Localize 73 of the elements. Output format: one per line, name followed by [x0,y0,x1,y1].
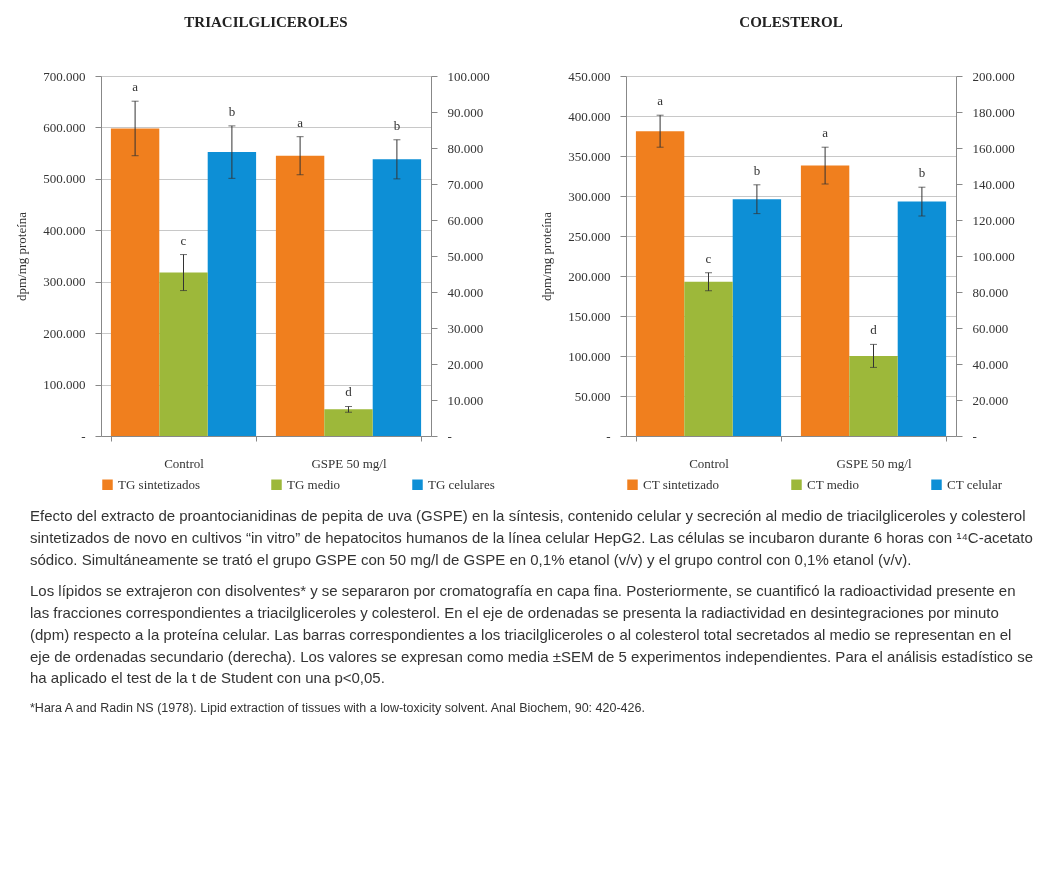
legend-label: CT medio [807,476,860,492]
legend-label: TG medio [287,476,341,492]
data-label: c [180,232,187,248]
data-label: b [918,165,926,181]
legend-label: TG celulares [428,476,495,492]
data-label: b [753,162,761,178]
y-tick-label: 300.000 [568,188,611,204]
y-tick-label: 100.000 [568,348,611,364]
data-label: a [822,125,829,141]
chart-title: COLESTEROL [739,14,843,30]
y-axis-title: dpm/mg proteína [14,211,30,302]
data-label: d [345,384,353,400]
text: *Hara A and Radin NS (1978). Lipid extraction of tissues with a low-toxicity solvent. Anal Biochem, 90: 420-426. [30,700,646,717]
y-tick-label: 400.000 [43,222,86,238]
y2-tick-label: 140.000 [972,176,1015,192]
data-label: b [393,117,401,133]
y-tick-label: 50.000 [574,388,611,404]
data-label: a [132,79,139,95]
y2-tick-label: 60.000 [972,320,1009,336]
y-tick-label: 150.000 [568,308,611,324]
y-axis-title: dpm/mg proteína [539,211,555,302]
y2-tick-label: 50.000 [447,248,484,264]
x-tick-label: Control [689,455,730,471]
y2-tick-label: - [972,428,977,444]
legend-label: TG sintetizados [118,476,200,492]
y2-tick-label: 200.000 [972,68,1015,84]
y2-tick-label: 60.000 [447,212,484,228]
chart-title: TRIACILGLICEROLES [184,14,348,30]
y-tick-label: - [606,428,611,444]
y2-tick-label: 160.000 [972,140,1015,156]
data-label: a [657,93,664,109]
y-tick-label: 200.000 [43,325,86,341]
y-tick-label: 400.000 [568,108,611,124]
y-tick-label: 350.000 [568,148,611,164]
y-tick-label: 600.000 [43,119,86,135]
text: Los lípidos se extrajeron con disolventes* y se separaron por cromatografía en capa fina. Posteriormente, se cuantificó la radioactividad presente en las fracciones correspondientes a triacilgliceroles y colesterol. En el eje de ordenadas se presenta la radiactividad en desintegraciones por minuto (dpm) respecto a la proteína celular. Las barras correspondientes a los triacilgliceroles o al colesterol total secretados al medio se representan en el eje de ordenadas secundario (derecha). Los valores se expresan como media ±SEM de 5 experimentos independientes. Para el análisis estadístico se ha aplicado el test de la t de Student con una p<0,05. [30,581,1033,689]
y2-tick-label: 120.000 [972,212,1015,228]
y2-tick-label: - [447,428,452,444]
y2-tick-label: 180.000 [972,104,1015,120]
y-tick-label: - [81,428,86,444]
y2-tick-label: 40.000 [447,284,484,300]
y-tick-label: 100.000 [43,377,86,393]
data-label: a [297,114,304,130]
text: Efecto del extracto de proantocianidinas de pepita de uva (GSPE) en la síntesis, contenido celular y secreción al medio de triacilgliceroles y colesterol sintetizados de novo en cultivos “in vitro” de hepatocitos humanos de la línea celular HepG2. Las células se incubaron durante 6 horas con ¹⁴C-acetato sódico. Simultáneamente se trató el grupo GSPE con 50 mg/l de GSPE en 0,1% etanol (v/v) y el grupo control con 0,1% etanol (v/v). [30,506,1033,570]
y2-tick-label: 30.000 [447,320,484,336]
y2-tick-label: 10.000 [447,392,484,408]
data-label: b [228,103,236,119]
y2-tick-label: 90.000 [447,104,484,120]
y2-tick-label: 20.000 [447,356,484,372]
data-label: c [705,250,712,266]
legend-label: CT sintetizado [643,476,719,492]
y2-tick-label: 70.000 [447,176,484,192]
y-tick-label: 450.000 [568,68,611,84]
y2-tick-label: 80.000 [972,284,1009,300]
bar [800,165,850,436]
y-tick-label: 250.000 [568,228,611,244]
y-tick-label: 700.000 [43,68,86,84]
legend-label: CT celular [947,476,1003,492]
y-tick-label: 200.000 [568,268,611,284]
bar [897,201,947,436]
x-tick-label: Control [164,455,205,471]
y-tick-label: 300.000 [43,274,86,290]
y2-tick-label: 100.000 [972,248,1015,264]
data-label: d [870,322,878,338]
y-tick-label: 500.000 [43,171,86,187]
bar [275,155,325,436]
x-tick-label: GSPE 50 mg/l [311,455,387,471]
y2-tick-label: 100.000 [447,68,490,84]
y2-tick-label: 80.000 [447,140,484,156]
bar [372,159,422,436]
x-tick-label: GSPE 50 mg/l [836,455,912,471]
y2-tick-label: 40.000 [972,356,1009,372]
y2-tick-label: 20.000 [972,392,1009,408]
